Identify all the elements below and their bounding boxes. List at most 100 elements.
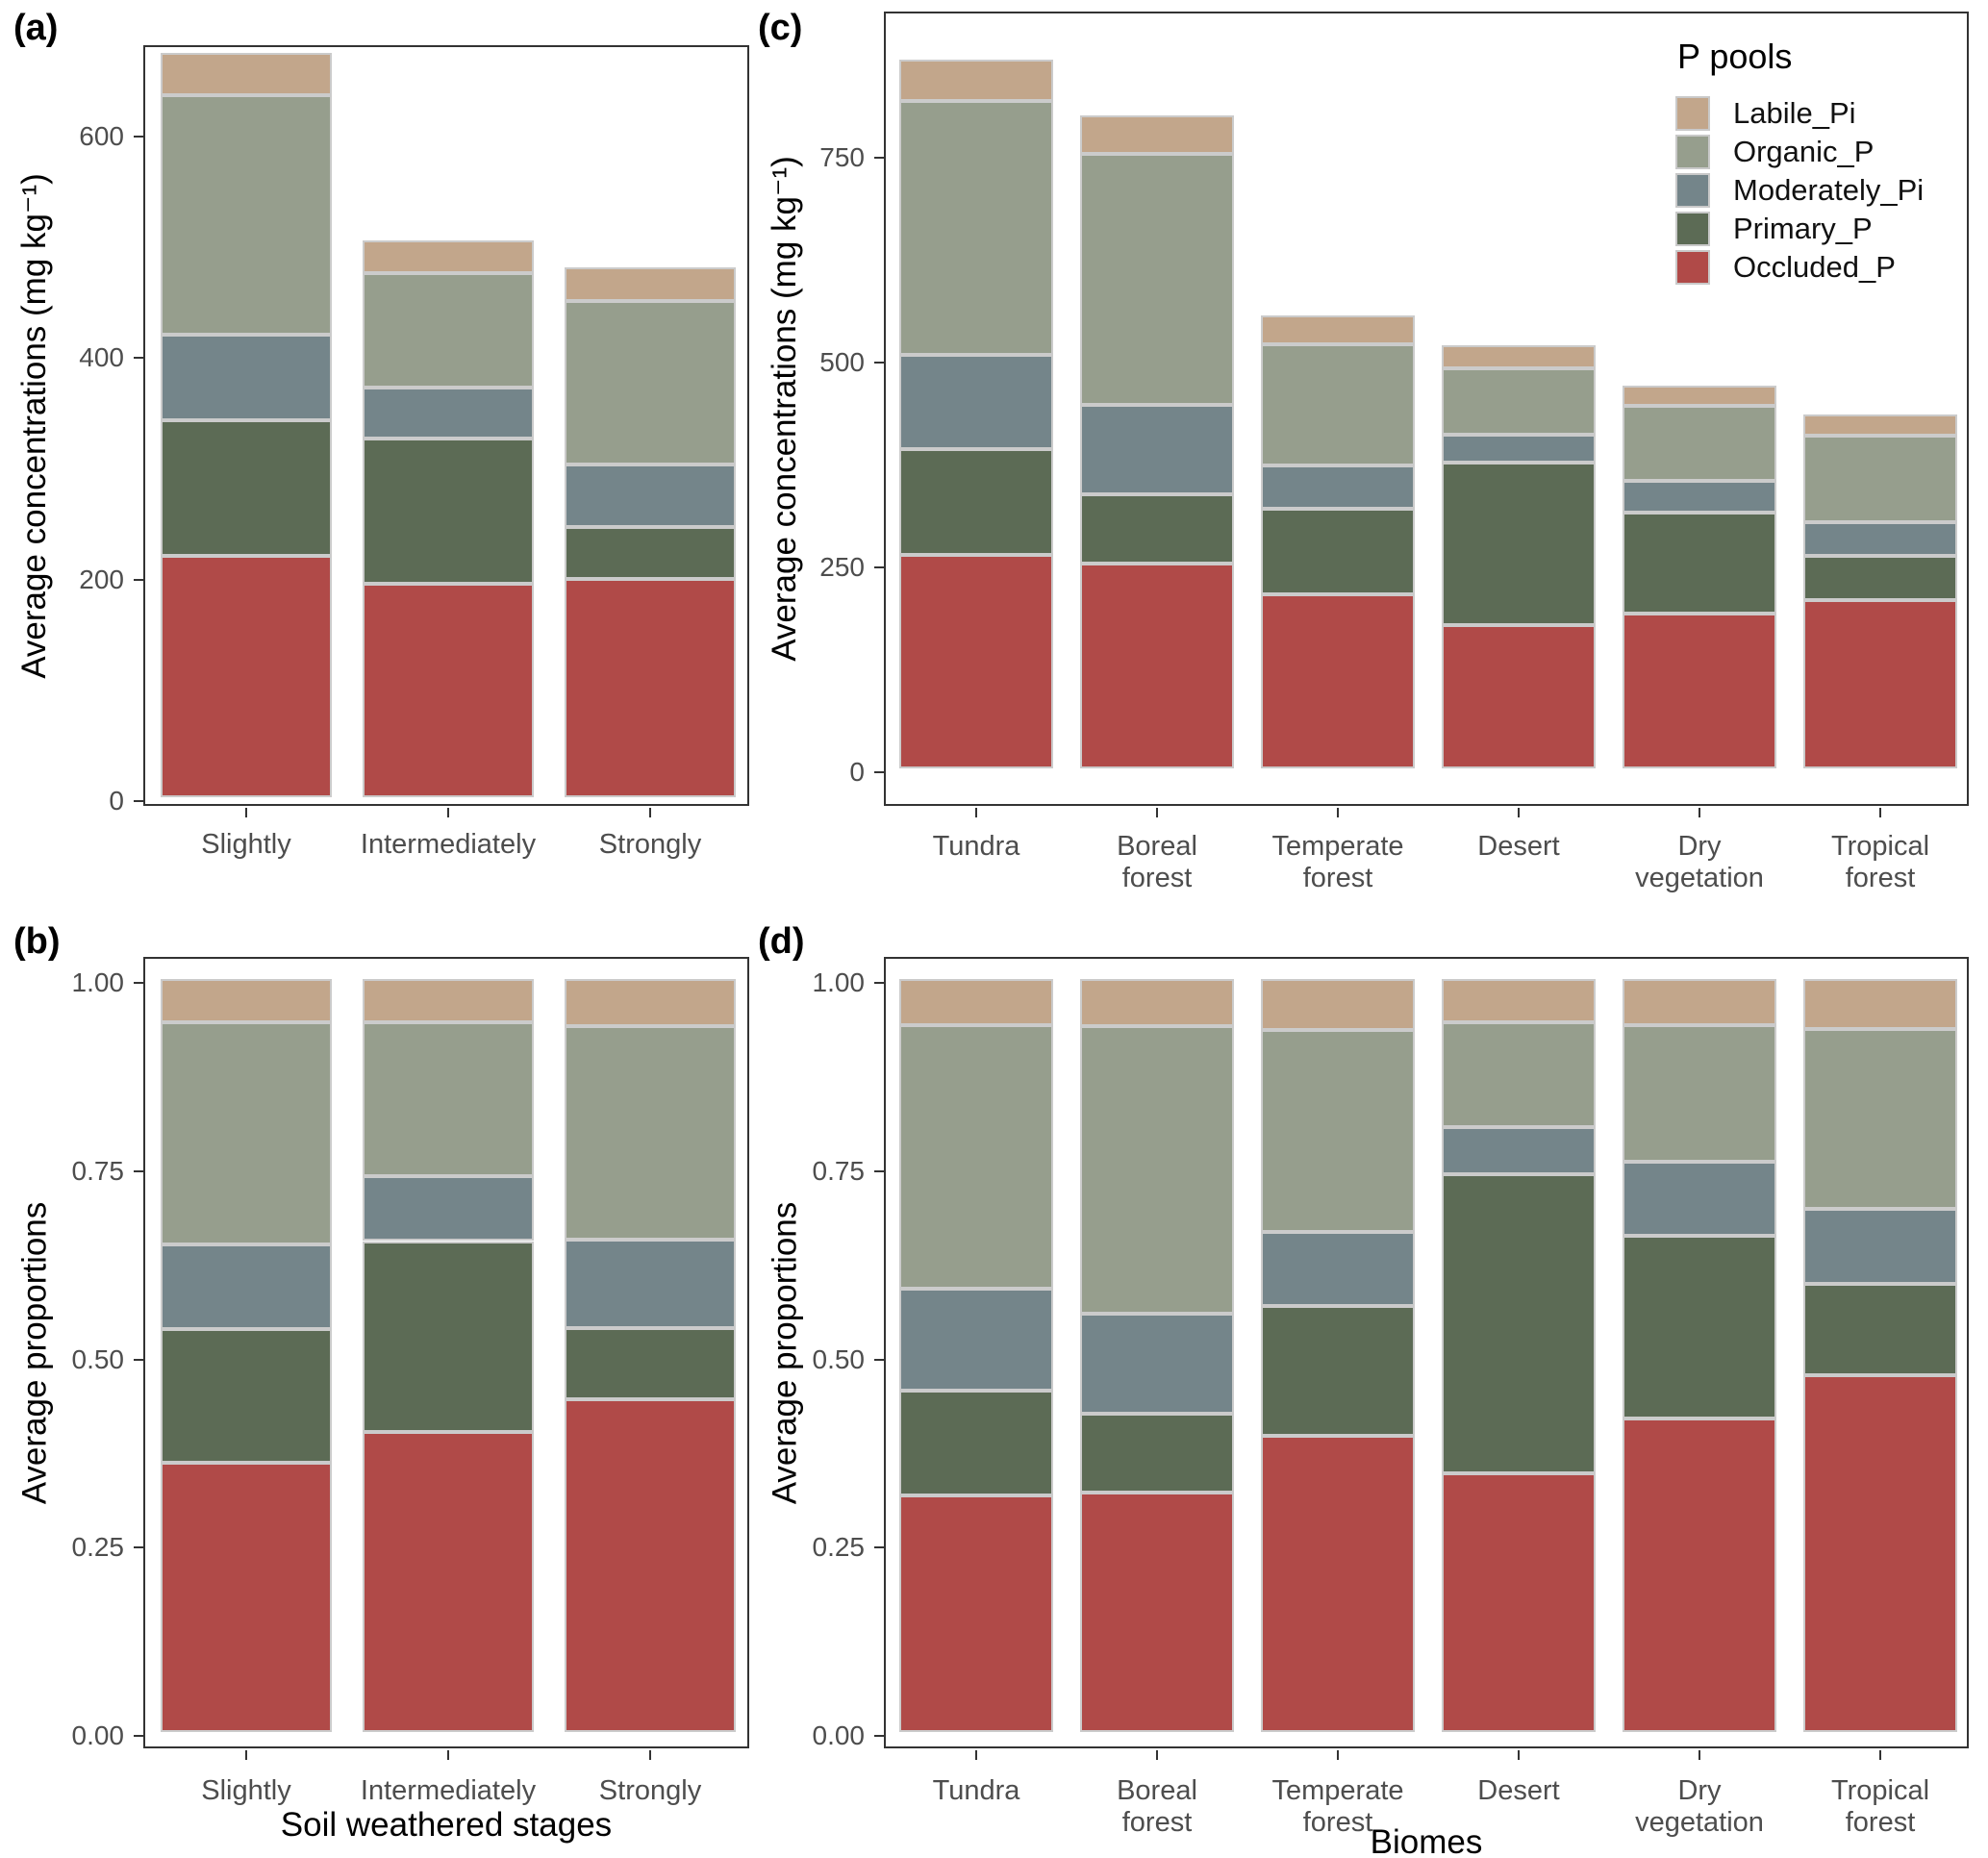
bar-segment-organic_p: [1623, 406, 1776, 481]
stacked-bar-boreal-forest: [1080, 979, 1234, 1732]
bar-segment-primary_p: [1623, 513, 1776, 614]
y-tick-mark: [134, 1358, 143, 1361]
y-tick-label: 200: [79, 564, 124, 594]
y-tick-mark: [134, 135, 143, 138]
y-tick-label: 0.50: [71, 1343, 125, 1374]
bar-segment-organic_p: [899, 100, 1053, 355]
bar-segment-primary_p: [1261, 508, 1415, 594]
x-tick-mark: [1699, 1750, 1700, 1760]
bar-segment-occluded_p: [1080, 1493, 1234, 1732]
bar-segment-moderately_pi: [362, 387, 535, 439]
x-tick-mark: [975, 1750, 977, 1760]
bar-segment-occluded_p: [362, 583, 535, 797]
bar-segment-organic_p: [362, 272, 535, 388]
bar-segment-moderately_pi: [1080, 404, 1234, 495]
x-tick-mark: [1518, 1750, 1520, 1760]
x-tick-mark: [447, 808, 449, 817]
stacked-bar-intermediately: [362, 240, 535, 797]
legend-title: P pools: [1677, 37, 1793, 76]
bar-segment-labile_pi: [1080, 979, 1234, 1026]
bar-segment-occluded_p: [1261, 1435, 1415, 1732]
bar-segment-occluded_p: [160, 555, 333, 797]
y-tick-label: 0.75: [812, 1155, 866, 1186]
bar-segment-labile_pi: [362, 240, 535, 273]
stacked-bar-dry-vegetation: [1623, 386, 1776, 768]
bar-segment-organic_p: [362, 1021, 535, 1177]
x-tick-label: Dry vegetation: [1635, 831, 1764, 894]
x-tick-mark: [649, 1750, 651, 1760]
y-tick-mark: [874, 1169, 884, 1172]
bar-segment-labile_pi: [1803, 979, 1957, 1029]
stacked-bar-temperate-forest: [1261, 979, 1415, 1732]
stacked-bar-tundra: [899, 60, 1053, 768]
y-tick-label: 0.25: [812, 1532, 866, 1563]
bar-segment-primary_p: [899, 1390, 1053, 1496]
bar-segment-moderately_pi: [1623, 480, 1776, 514]
bar-segment-labile_pi: [899, 60, 1053, 101]
bar-segment-organic_p: [1442, 1021, 1596, 1128]
legend-swatch-occluded_p: [1675, 250, 1710, 285]
y-tick-mark: [134, 1735, 143, 1737]
x-tick-label: Tundra: [932, 1775, 1020, 1806]
bar-segment-labile_pi: [899, 979, 1053, 1025]
x-tick-mark: [1879, 1750, 1881, 1760]
panel-b-x-axis-title: Soil weathered stages: [280, 1806, 613, 1844]
y-tick-label: 1.00: [812, 967, 866, 997]
x-tick-label: Intermediately: [360, 829, 537, 860]
y-tick-mark: [134, 800, 143, 802]
panel-c-plot-area: 0 250 500 750 Tundra Boreal forest Temperate for…: [819, 12, 1969, 893]
legend-label: Labile_Pi: [1733, 96, 1856, 130]
x-tick-label: Strongly: [598, 1775, 702, 1806]
bar-segment-primary_p: [1442, 463, 1596, 625]
y-tick-mark: [874, 1735, 884, 1737]
x-tick-label: Desert: [1477, 831, 1560, 862]
x-tick-mark: [245, 1750, 247, 1760]
y-tick-label: 400: [79, 342, 124, 372]
bar-segment-labile_pi: [1803, 414, 1957, 437]
y-tick-label: 0: [849, 757, 865, 787]
bar-segment-organic_p: [1803, 436, 1957, 522]
bar-segment-organic_p: [1080, 154, 1234, 405]
bar-segment-primary_p: [160, 1329, 333, 1464]
bar-segment-labile_pi: [362, 979, 535, 1022]
stacked-bar-boreal-forest: [1080, 114, 1234, 768]
stacked-bar-desert: [1442, 979, 1596, 1732]
bar-segment-primary_p: [564, 1327, 737, 1399]
x-tick-mark: [1156, 808, 1158, 817]
bar-segment-organic_p: [160, 95, 333, 336]
bar-segment-occluded_p: [1623, 1418, 1776, 1732]
bar-segment-organic_p: [1623, 1024, 1776, 1163]
bar-segment-labile_pi: [1261, 314, 1415, 344]
panel-a-y-axis-title: Average concentrations (mg kg⁻¹): [15, 172, 54, 679]
bar-segment-moderately_pi: [362, 1176, 535, 1242]
stacked-bar-slightly: [160, 979, 333, 1732]
bar-segment-moderately_pi: [160, 335, 333, 421]
x-tick-mark: [1337, 808, 1339, 817]
y-tick-mark: [134, 982, 143, 984]
y-tick-mark: [874, 566, 884, 568]
bar-segment-occluded_p: [1803, 1374, 1957, 1732]
x-tick-label: Intermediately: [360, 1775, 537, 1806]
y-tick-mark: [874, 1546, 884, 1549]
y-tick-label: 0: [109, 786, 124, 816]
bar-segment-moderately_pi: [564, 1239, 737, 1328]
bar-segment-moderately_pi: [899, 1288, 1053, 1391]
panel-c-y-axis-title: Average concentrations (mg kg⁻¹): [766, 156, 804, 662]
y-tick-mark: [134, 357, 143, 359]
bar-segment-occluded_p: [1442, 624, 1596, 768]
y-tick-label: 1.00: [71, 967, 125, 997]
bar-segment-moderately_pi: [564, 464, 737, 527]
bar-segment-moderately_pi: [1442, 435, 1596, 464]
bar-segment-labile_pi: [160, 52, 333, 96]
legend-label: Moderately_Pi: [1733, 173, 1925, 207]
bar-segment-primary_p: [362, 1241, 535, 1432]
bar-segment-occluded_p: [362, 1431, 535, 1732]
x-tick-label: Dry vegetation: [1635, 1775, 1764, 1839]
bar-segment-organic_p: [1261, 343, 1415, 465]
y-tick-label: 500: [819, 347, 865, 377]
x-tick-label: Boreal forest: [1117, 831, 1197, 894]
legend-swatch-organic_p: [1675, 135, 1710, 169]
bar-segment-moderately_pi: [1261, 464, 1415, 509]
bar-segment-moderately_pi: [1803, 1208, 1957, 1285]
panel-b-letter: (b): [13, 921, 61, 962]
